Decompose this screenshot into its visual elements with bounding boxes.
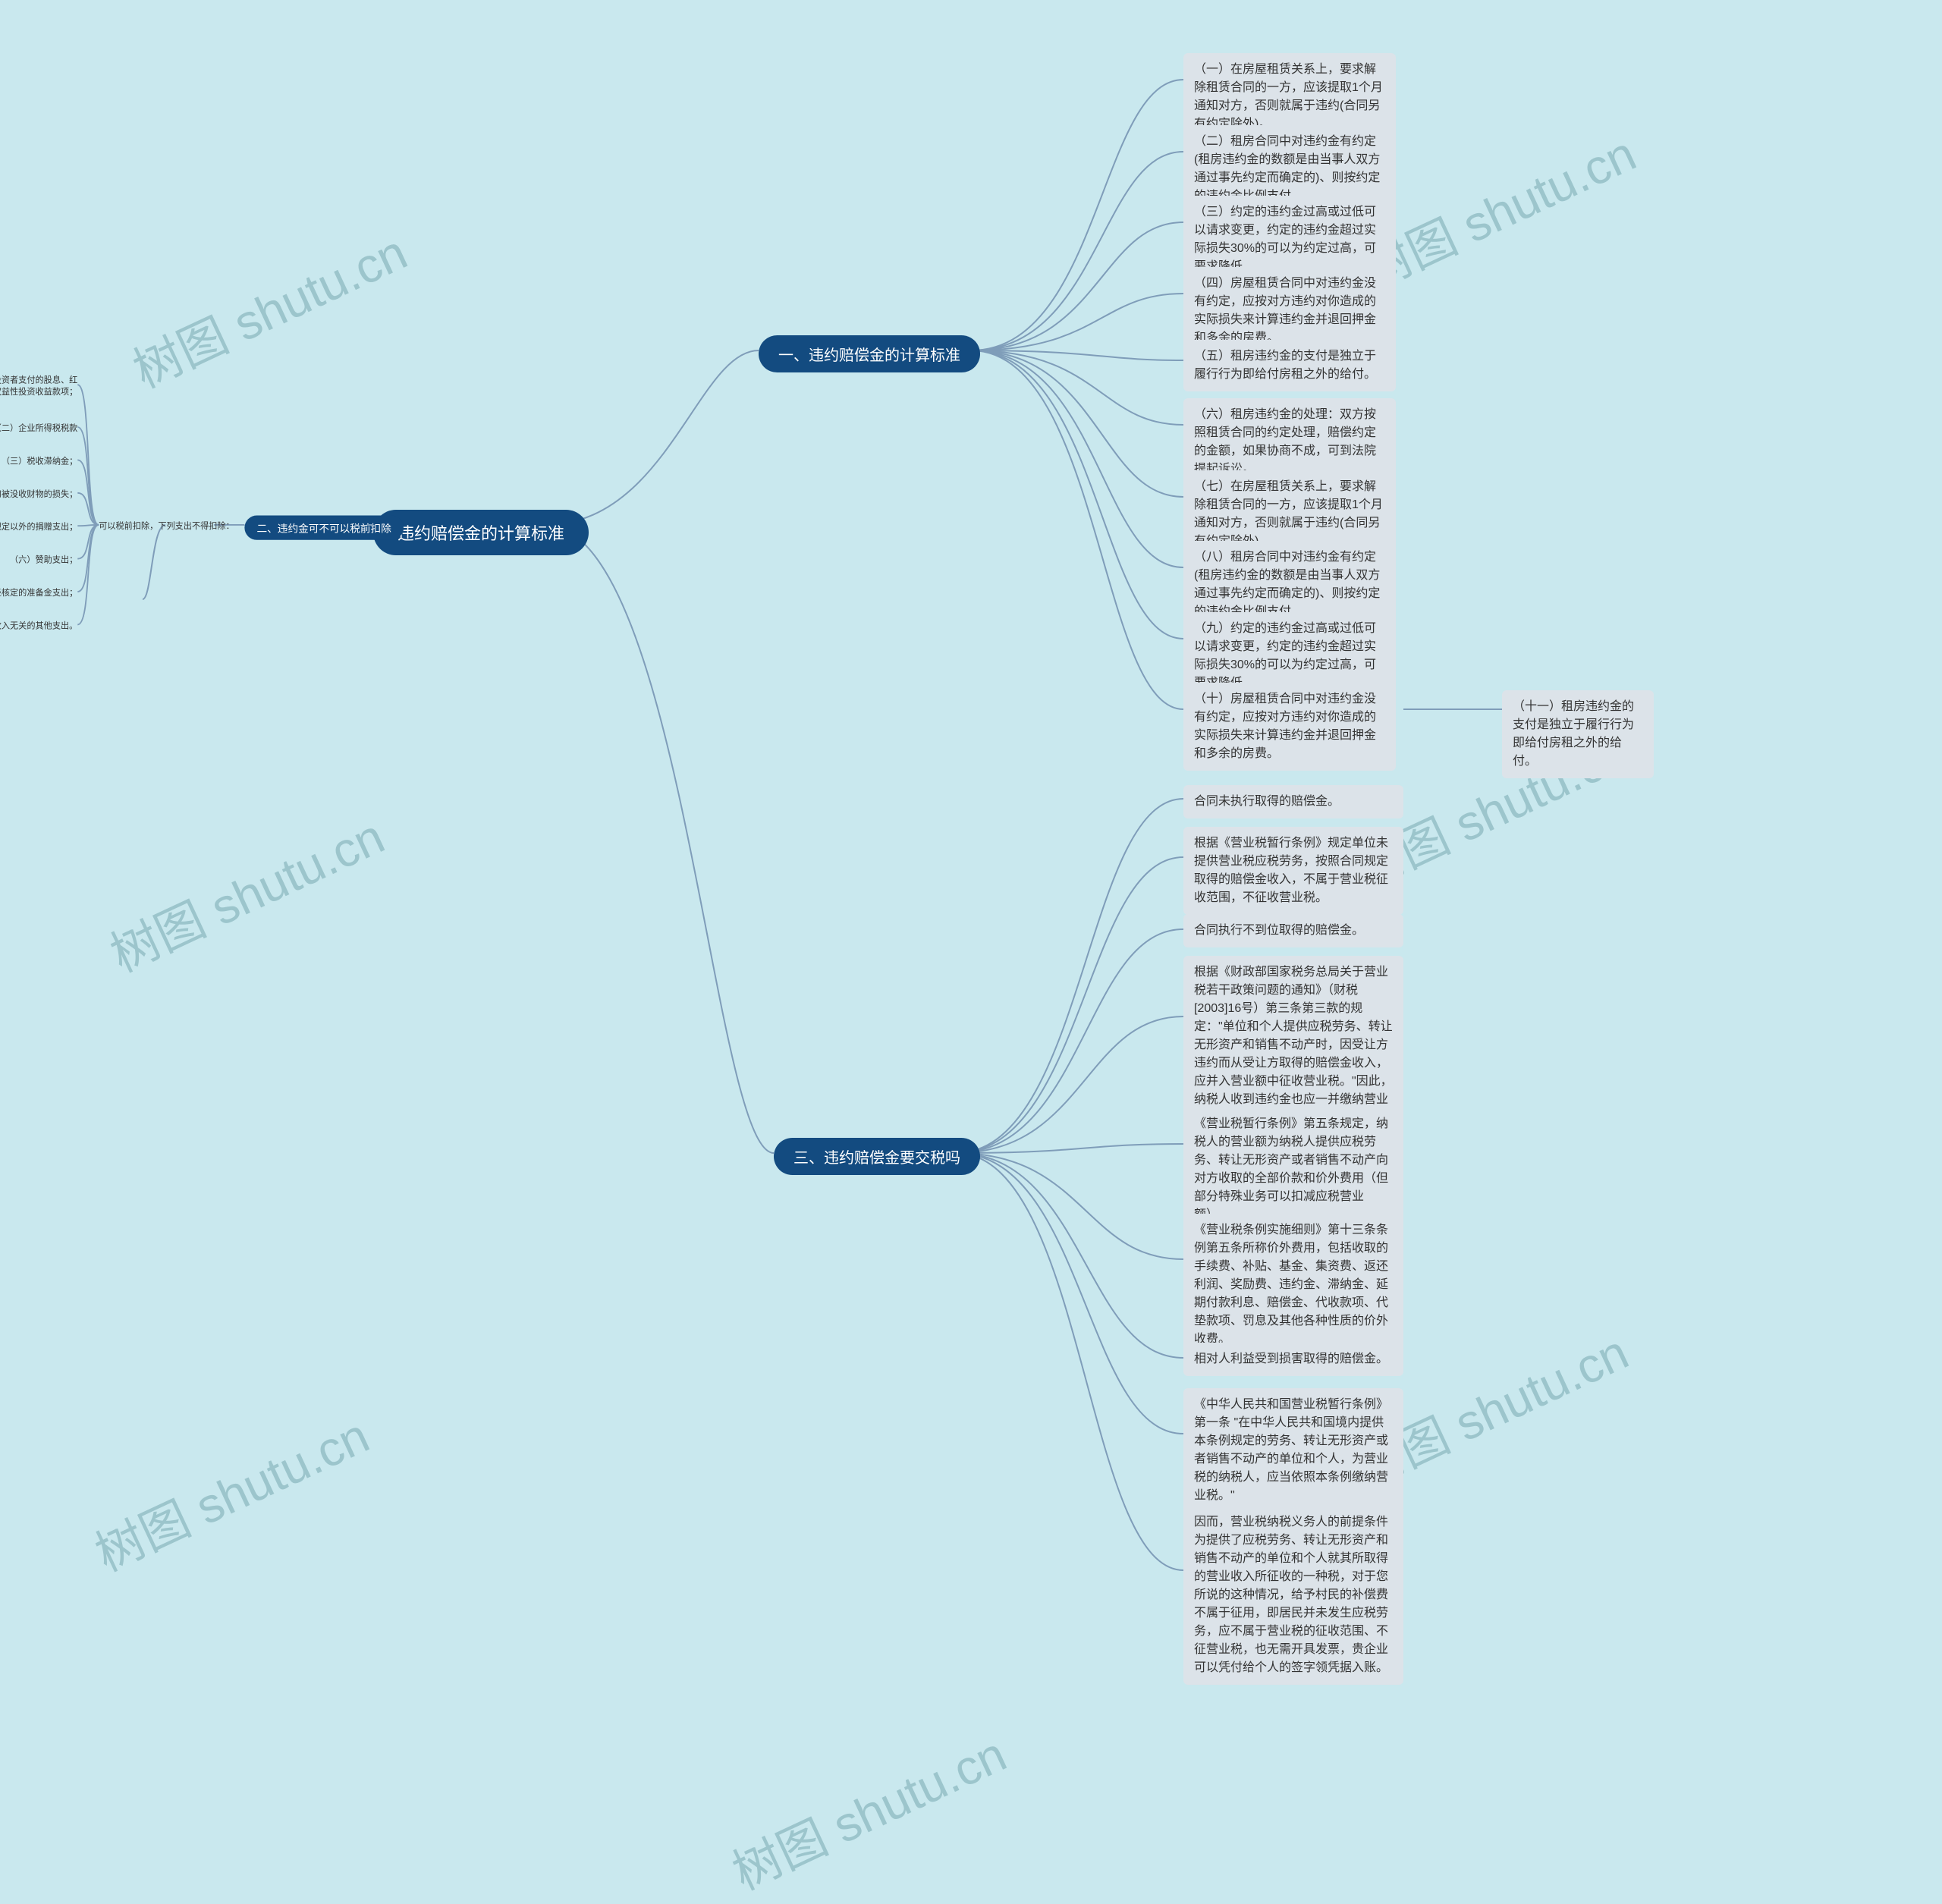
branch3-item: 根据《营业税暂行条例》规定单位未提供营业税应税劳务，按照合同规定取得的赔偿金收入…	[1183, 827, 1403, 915]
branch2-item: （一）向投资者支付的股息、红利等权益性投资收益款项；	[0, 375, 77, 398]
branch3-item: 《营业税条例实施细则》第十三条条例第五条所称价外费用，包括收取的手续费、补贴、基…	[1183, 1214, 1403, 1356]
branch3-label: 三、违约赔偿金要交税吗	[774, 1138, 980, 1175]
branch2-sublabel: 可以税前扣除，下列支出不得扣除：	[99, 520, 234, 532]
branch3-item: 合同未执行取得的赔偿金。	[1183, 785, 1403, 818]
watermark: 树图 shutu.cn	[720, 1716, 1016, 1903]
branch1-node: 一、违约赔偿金的计算标准	[759, 335, 980, 372]
branch3-item: 合同执行不到位取得的赔偿金。	[1183, 914, 1403, 947]
branch1-item: （五）租房违约金的支付是独立于履行行为即给付房租之外的给付。	[1183, 340, 1396, 391]
branch3-item: 《中华人民共和国营业税暂行条例》第一条 "在中华人民共和国境内提供本条例规定的劳…	[1183, 1388, 1403, 1513]
branch2-item: （六）赞助支出；	[10, 553, 77, 565]
branch2-item: （三）税收滞纳金；	[2, 454, 77, 467]
branch3-item: 因而，营业税纳税义务人的前提条件为提供了应税劳务、转让无形资产和销售不动产的单位…	[1183, 1506, 1403, 1685]
branch2-item: （五）本法第九条规定以外的捐赠支出；	[0, 520, 77, 533]
branch1-item-11: （十一）租房违约金的支付是独立于履行行为即给付房租之外的给付。	[1502, 690, 1654, 778]
branch1-item: （十）房屋租赁合同中对违约金没有约定，应按对方违约对你造成的实际损失来计算违约金…	[1183, 683, 1396, 771]
branch2-item: （二）企业所得税税款	[0, 422, 77, 434]
branch1-label: 一、违约赔偿金的计算标准	[759, 335, 980, 372]
branch3-item: 相对人利益受到损害取得的赔偿金。	[1183, 1343, 1403, 1376]
branch2-item: （七）未经核定的准备金支出；	[0, 586, 77, 599]
branch2-item: （八）与取得收入无关的其他支出。	[0, 619, 77, 631]
left-mask-full	[0, 0, 372, 1813]
center-node: 违约赔偿金的计算标准	[373, 510, 589, 555]
branch2-label: 二、违约金可不可以税前扣除	[244, 516, 404, 540]
center-label: 违约赔偿金的计算标准	[373, 510, 589, 555]
branch2-item: （四）罚金、罚款和被没收财物的损失；	[0, 487, 77, 499]
branch3-node: 三、违约赔偿金要交税吗	[774, 1138, 980, 1175]
